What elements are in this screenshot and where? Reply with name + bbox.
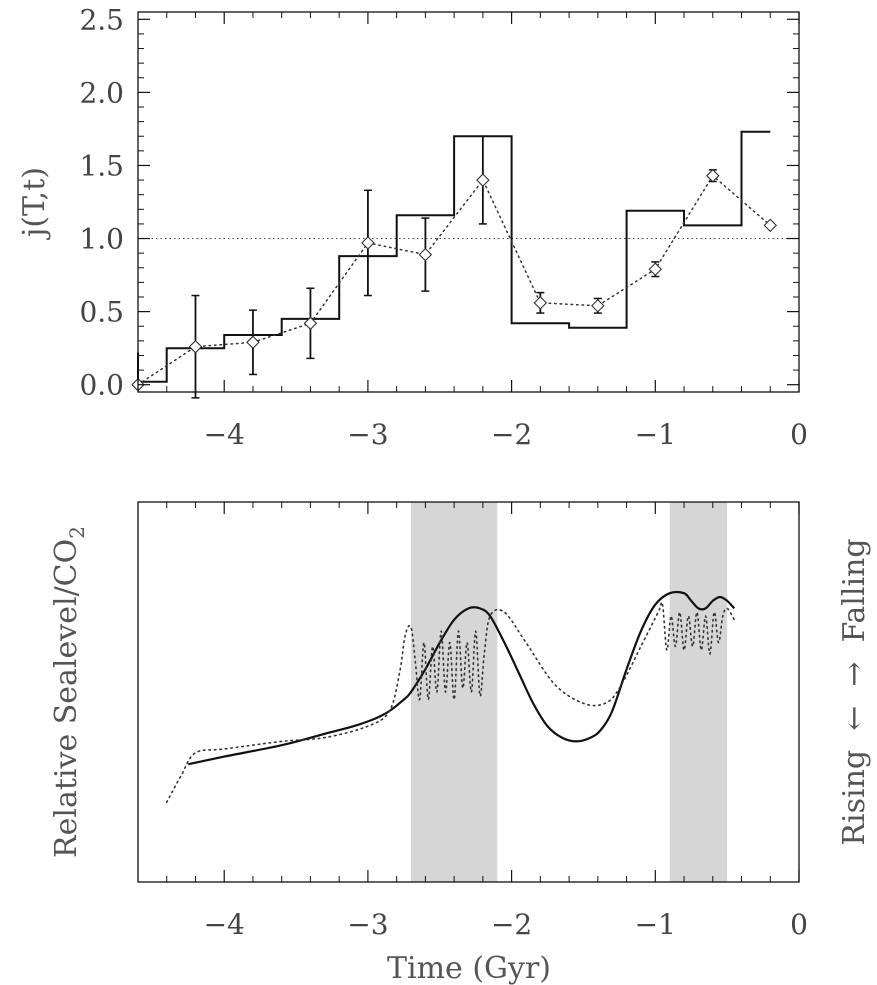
bottom-shaded-band <box>669 502 728 882</box>
top-dotted-line <box>137 174 772 386</box>
bottom-xtick-label: −1 <box>635 908 676 941</box>
top-ytick-label: 2.5 <box>79 3 124 36</box>
bottom-dotted-curve <box>165 601 736 803</box>
bottom-shaded-band <box>411 502 498 882</box>
top-data-point <box>303 316 318 331</box>
bottom-plot-frame <box>137 501 800 883</box>
bottom-panel: −4 −3 −2 −1 0 Relative Sealevel/CO2 Rising ←… <box>49 501 872 985</box>
top-data-point <box>763 218 778 233</box>
bottom-shaded-bands <box>411 502 728 882</box>
top-ytick-label: 1.5 <box>79 149 124 182</box>
top-ytick-label: 2.0 <box>79 76 124 109</box>
bottom-xtick-label: −3 <box>347 908 388 941</box>
top-series-layer <box>131 130 799 399</box>
top-xtick-label: −2 <box>491 418 532 451</box>
top-data-point <box>706 168 720 183</box>
top-data-point <box>648 262 663 277</box>
top-data-point <box>476 173 490 187</box>
bottom-xtick-label: 0 <box>790 908 808 941</box>
top-data-point <box>188 339 203 354</box>
top-panel: −4 −3 −2 −1 0 0.0 0.5 1.0 1.5 2.0 2.5 j(T,t) <box>17 3 808 451</box>
top-ytick-label: 0.0 <box>79 369 124 402</box>
bottom-xlabel: Time (Gyr) <box>387 951 551 985</box>
bottom-right-label: Rising ← → Falling <box>837 538 872 845</box>
top-xtick-label: −1 <box>635 418 676 451</box>
top-data-point <box>533 296 548 310</box>
bottom-ylabel-subscript: 2 <box>65 526 89 539</box>
top-ytick-label: 0.5 <box>79 296 124 329</box>
top-data-point <box>361 236 375 250</box>
top-data-point <box>591 298 605 313</box>
top-xtick-label: −3 <box>347 418 388 451</box>
top-data-point <box>418 247 433 262</box>
top-ylabel: j(T,t) <box>17 167 52 240</box>
bottom-xtick-label: −2 <box>491 908 532 941</box>
top-plot-frame <box>137 11 800 393</box>
top-data-point <box>246 335 260 350</box>
top-ytick-label: 1.0 <box>79 223 124 256</box>
bottom-xtick-label: −4 <box>204 908 245 941</box>
bottom-ylabel-main: Relative Sealevel/CO <box>49 539 84 858</box>
bottom-series-layer <box>165 590 736 803</box>
top-axes-layer: −4 −3 −2 −1 0 0.0 0.5 1.0 1.5 2.0 2.5 <box>79 3 807 451</box>
bottom-axes-layer: −4 −3 −2 −1 0 <box>166 502 808 941</box>
top-step-histogram <box>138 130 771 383</box>
top-xtick-label: 0 <box>790 418 808 451</box>
bottom-ylabel: Relative Sealevel/CO2 <box>49 526 89 858</box>
top-xtick-label: −4 <box>204 418 245 451</box>
